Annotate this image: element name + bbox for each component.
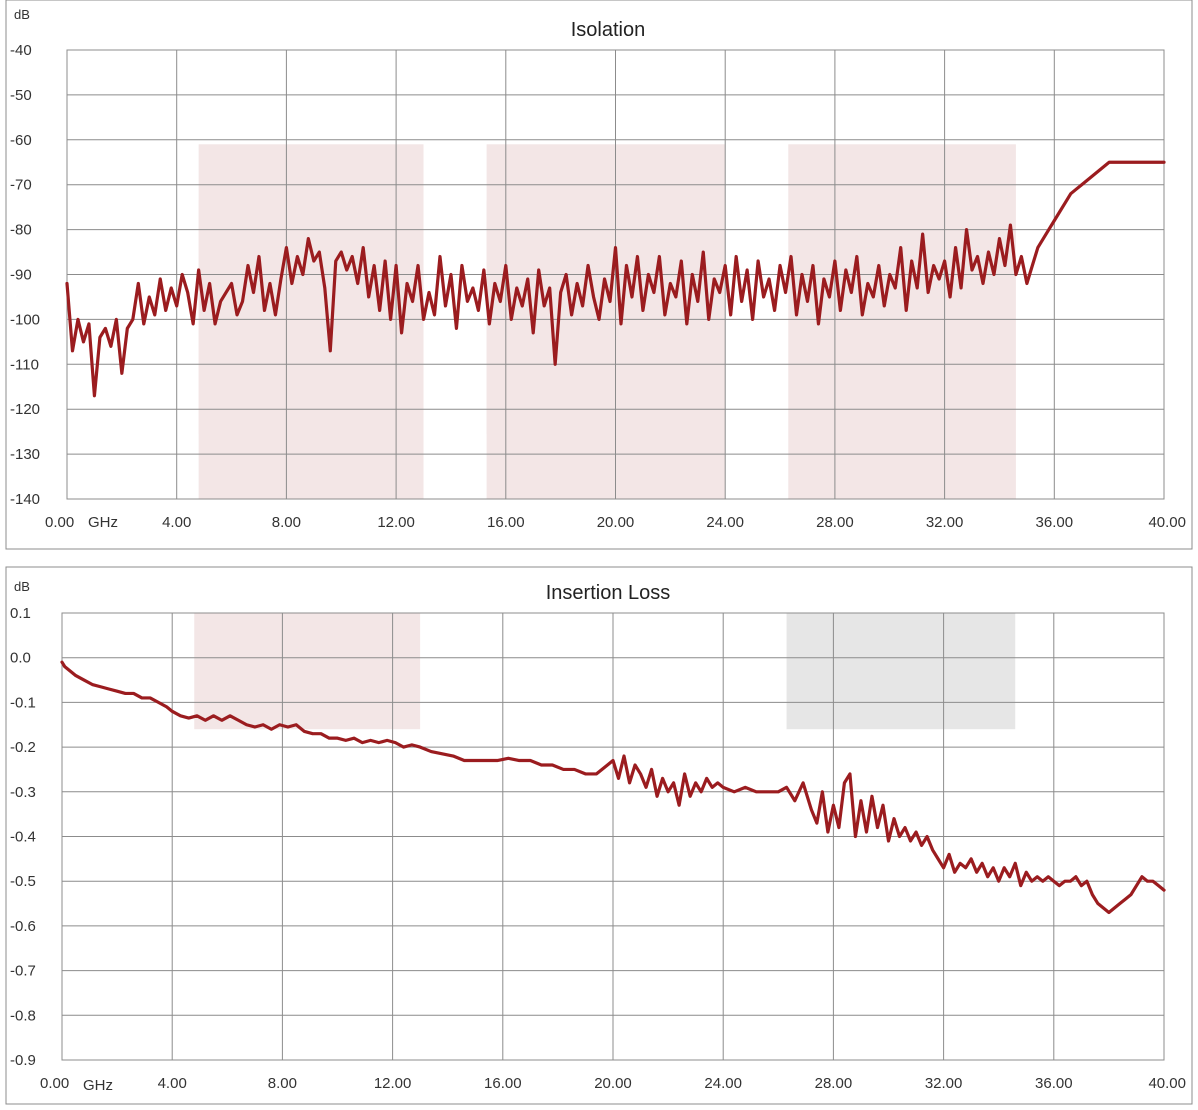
y-tick-label: -110 (10, 356, 39, 373)
y-tick-label: -0.3 (10, 784, 36, 801)
x-unit-label: GHz (88, 514, 118, 531)
y-tick-label: 0.1 (10, 605, 31, 622)
y-tick-label: -60 (10, 132, 32, 149)
x-tick-label: 28.00 (815, 1075, 853, 1092)
shaded-band-1 (786, 613, 1016, 730)
shaded-band-1 (198, 200, 424, 434)
y-unit-label: dB (14, 579, 30, 594)
y-tick-label: -90 (10, 267, 32, 284)
x-tick-label: 40.00 (1148, 514, 1186, 531)
x-tick-label: 28.00 (816, 514, 854, 531)
x-tick-label: 0.00 (40, 1075, 69, 1092)
x-tick-label: 8.00 (272, 514, 301, 531)
x-tick-label: 16.00 (484, 1075, 522, 1092)
y-tick-label: -120 (10, 401, 40, 418)
y-tick-label: -0.2 (10, 739, 36, 756)
series-line-0 (60, 660, 1166, 915)
x-tick-label: 24.00 (704, 1075, 742, 1092)
y-tick-label: -0.4 (10, 829, 36, 846)
x-tick-label: 12.00 (374, 1075, 412, 1092)
y-tick-label: -50 (10, 87, 32, 104)
insertion-loss-chart-panel: Insertion Loss dB 0.1 0.0 -0.1 -0.2 -0.3 -0.4 -0… (5, 566, 1193, 1105)
y-tick-label: -0.6 (10, 918, 36, 935)
y-tick-label: -0.7 (10, 963, 36, 980)
x-tick-label: 0.00 (45, 514, 74, 531)
y-unit-label: dB (14, 7, 30, 22)
x-tick-label: 4.00 (162, 514, 191, 531)
y-tick-label: -0.5 (10, 873, 36, 890)
y-tick-label: -100 (10, 311, 40, 328)
chart-title: Insertion Loss (546, 582, 671, 604)
chart-frame (5, 566, 1193, 1105)
x-tick-label: 36.00 (1036, 514, 1074, 531)
y-tick-label: -0.1 (10, 694, 36, 711)
shaded-band-4 (788, 144, 1016, 500)
plot-area-border (61, 612, 1165, 1061)
y-tick-label: -140 (10, 491, 40, 508)
series-line-0 (65, 160, 1166, 398)
y-tick-label: -0.9 (10, 1052, 36, 1069)
x-tick-label: 36.00 (1035, 1075, 1073, 1092)
plot-area-border (66, 49, 1165, 500)
x-unit-label: GHz (83, 1077, 113, 1094)
y-tick-label: -40 (10, 42, 32, 59)
y-tick-label: -130 (10, 446, 40, 463)
x-tick-label: 12.00 (377, 514, 415, 531)
x-tick-label: 20.00 (594, 1075, 632, 1092)
y-tick-label: 0.0 (10, 650, 31, 667)
y-tick-label: -70 (10, 177, 32, 194)
chart-frame (5, 0, 1193, 550)
y-tick-label: -0.8 (10, 1007, 36, 1024)
x-tick-label: 16.00 (487, 514, 525, 531)
isolation-chart-panel: Isolation dB -40 -50 -60 -70 -80 -90 -100 -110 -12… (5, 0, 1193, 550)
y-tick-label: -80 (10, 222, 32, 239)
chart-title: Isolation (571, 19, 646, 41)
x-tick-label: 20.00 (597, 514, 635, 531)
shaded-band-0 (194, 613, 421, 730)
x-tick-label: 8.00 (268, 1075, 297, 1092)
x-tick-label: 4.00 (158, 1075, 187, 1092)
x-tick-label: 32.00 (925, 1075, 963, 1092)
shaded-band-3 (486, 200, 726, 434)
x-tick-label: 40.00 (1148, 1075, 1186, 1092)
x-tick-label: 32.00 (926, 514, 964, 531)
x-tick-label: 24.00 (706, 514, 744, 531)
